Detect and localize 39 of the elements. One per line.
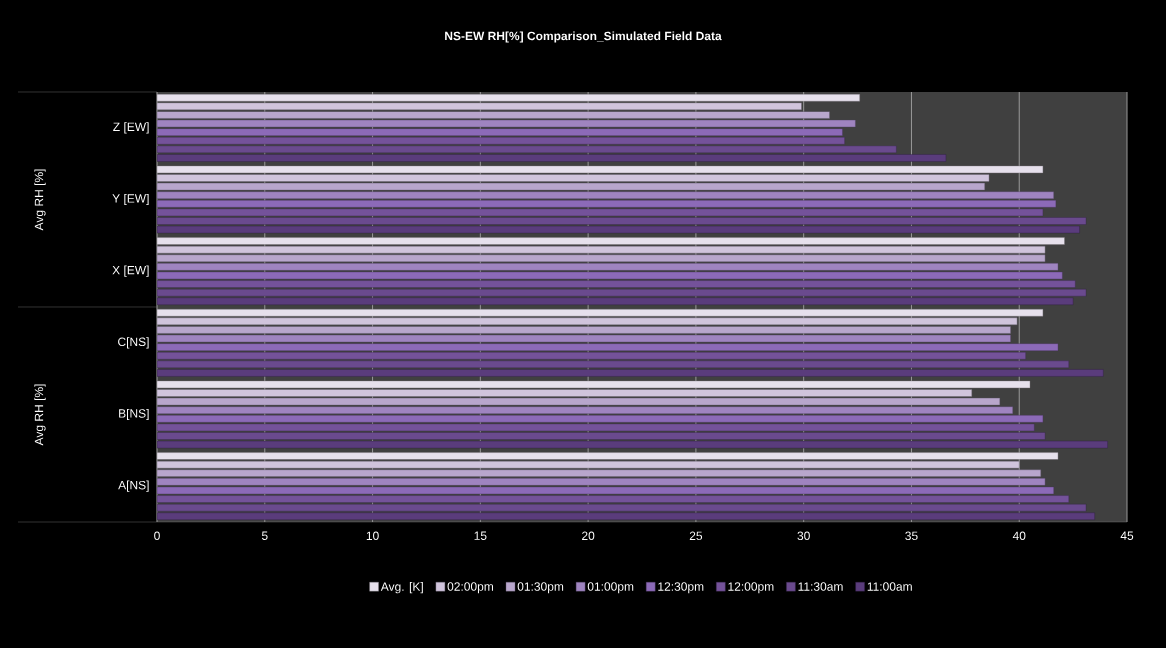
bar <box>157 460 1020 469</box>
y-tick-label: Y [EW] <box>112 193 149 206</box>
legend-label: Avg. [K] <box>380 582 423 594</box>
chart-title: NS-EW RH[%] Comparison_Simulated Field Data <box>445 31 722 43</box>
x-tick-label: 20 <box>582 531 595 541</box>
text: Avg RH [%] <box>34 169 46 231</box>
x-tick-label: 45 <box>1120 531 1134 540</box>
x-tick-label: 25 <box>689 531 703 541</box>
y-tick-label: Z [EW] <box>113 122 149 134</box>
legend-label: 01:00pm <box>587 582 634 594</box>
bar <box>157 389 973 397</box>
bar <box>157 478 1046 486</box>
legend-label: 01:30pm <box>517 582 564 594</box>
bar <box>157 119 856 128</box>
legend-label: 11:30am <box>798 582 843 591</box>
x-tick-label: 30 <box>797 531 810 541</box>
legend-label: 12:30pm <box>658 582 704 594</box>
x-tick-label: 15 <box>474 531 487 540</box>
y-tick-label: C[NS] <box>118 337 149 349</box>
legend-label: 02:00pm <box>447 582 494 594</box>
text: Avg RH [%] <box>34 384 46 446</box>
legend-label: 12:00pm <box>728 582 774 594</box>
legend-label: 11:00am <box>867 582 912 591</box>
x-tick-label: 5 <box>261 531 268 540</box>
bar <box>157 263 1059 271</box>
y-tick-label: B[NS] <box>119 408 149 421</box>
bar <box>157 191 1054 199</box>
bar <box>157 317 1018 326</box>
x-tick-label: 0 <box>154 531 160 541</box>
bar <box>157 245 1046 254</box>
x-tick-label: 35 <box>905 531 918 541</box>
bar <box>157 174 990 182</box>
bar <box>157 406 1013 414</box>
bar <box>157 334 1011 343</box>
y-tick-label: X [EW] <box>112 265 149 277</box>
x-tick-label: 40 <box>1012 531 1026 541</box>
bar <box>157 102 802 111</box>
y-tick-label: A[NS] <box>118 480 149 492</box>
x-tick-label: 10 <box>366 531 379 541</box>
